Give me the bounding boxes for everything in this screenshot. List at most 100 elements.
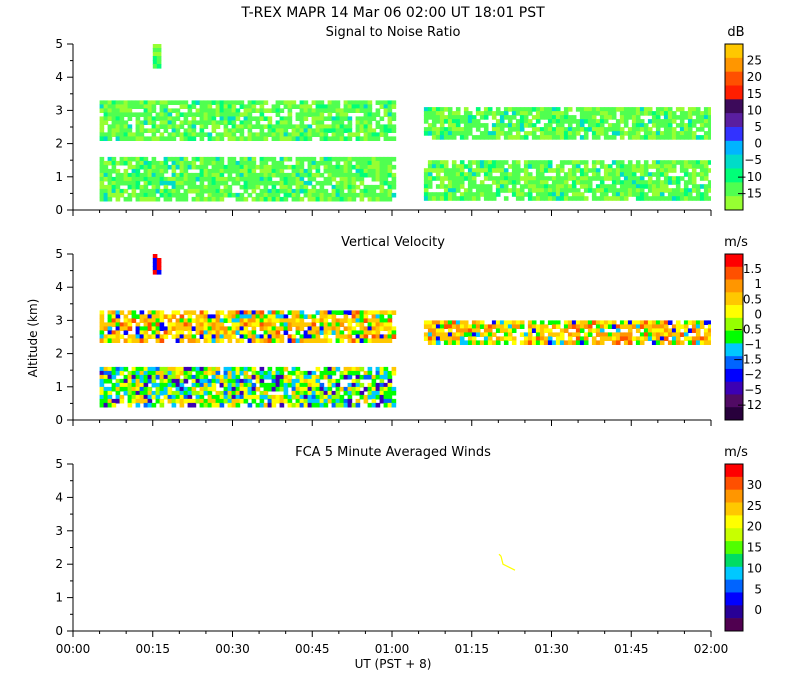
heatmap-cell — [707, 135, 711, 140]
heatmap-cell — [547, 135, 553, 140]
heatmap-cell — [695, 111, 701, 116]
heatmap-cell — [575, 168, 581, 173]
heatmap-cell — [211, 188, 217, 194]
heatmap-cell — [163, 124, 169, 129]
heatmap-cell — [231, 120, 237, 125]
heatmap-cell — [135, 374, 141, 380]
heatmap-cell — [299, 136, 305, 141]
heatmap-cell — [215, 104, 221, 109]
heatmap-cell — [215, 156, 221, 162]
heatmap-cell — [135, 164, 141, 170]
heatmap-cell — [203, 156, 209, 162]
heatmap-cell — [551, 196, 557, 201]
heatmap-cell — [691, 123, 697, 128]
heatmap-cell — [123, 386, 129, 392]
heatmap-cell — [619, 180, 625, 185]
heatmap-cell — [139, 314, 145, 319]
heatmap-cell — [199, 334, 205, 339]
heatmap-cell — [139, 104, 145, 109]
heatmap-cell — [655, 184, 661, 189]
heatmap-cell — [487, 336, 493, 341]
heatmap-cell — [487, 332, 493, 337]
heatmap-cell — [691, 184, 697, 189]
heatmap-cell — [155, 326, 161, 331]
heatmap-cell — [243, 322, 249, 327]
heatmap-cell — [587, 184, 593, 189]
heatmap-cell — [331, 398, 337, 404]
heatmap-cell — [351, 184, 357, 190]
heatmap-cell — [595, 160, 601, 165]
heatmap-cell — [211, 108, 217, 113]
panel-title-velocity: Vertical Velocity — [341, 235, 445, 250]
heatmap-cell — [643, 172, 649, 177]
heatmap-cell — [475, 160, 481, 165]
heatmap-cell — [179, 160, 185, 166]
heatmap-cell — [475, 340, 481, 345]
heatmap-cell — [295, 164, 301, 170]
heatmap-cell — [651, 188, 657, 193]
colorbar-unit-snr: dB — [727, 25, 744, 40]
heatmap-cell — [631, 111, 637, 116]
heatmap-cell — [255, 318, 261, 323]
heatmap-cell — [147, 180, 153, 186]
colorbar-swatch — [725, 140, 743, 155]
heatmap-cell — [707, 107, 711, 112]
heatmap-cell — [159, 334, 165, 339]
heatmap-cell — [159, 188, 165, 194]
heatmap-cell — [343, 366, 349, 372]
heatmap-cell — [275, 128, 281, 133]
heatmap-cell — [595, 168, 601, 173]
heatmap-cell — [195, 390, 201, 396]
heatmap-cell — [207, 100, 213, 105]
heatmap-cell — [255, 402, 261, 408]
heatmap-cell — [499, 172, 505, 177]
heatmap-cell — [227, 334, 233, 339]
colorbar-swatch — [725, 154, 743, 169]
heatmap-cell — [319, 120, 325, 125]
heatmap-cell — [315, 394, 321, 400]
heatmap-cell — [387, 322, 393, 327]
heatmap-cell — [495, 135, 501, 140]
heatmap-cell — [331, 108, 337, 113]
heatmap-cell — [127, 104, 133, 109]
heatmap-cell — [347, 192, 353, 198]
heatmap-cell — [115, 136, 121, 141]
heatmap-cell — [703, 332, 709, 337]
heatmap-cell — [527, 188, 533, 193]
heatmap-cell — [235, 180, 241, 186]
heatmap-cell — [331, 136, 337, 141]
heatmap-cell — [691, 107, 697, 112]
heatmap-cell — [291, 176, 297, 182]
heatmap-cell — [559, 176, 565, 181]
heatmap-cell — [455, 131, 461, 136]
colorbar-swatch — [725, 515, 743, 529]
heatmap-cell — [515, 176, 521, 181]
heatmap-cell — [203, 322, 209, 327]
heatmap-cell — [383, 124, 389, 129]
heatmap-cell — [423, 107, 429, 112]
heatmap-cell — [435, 192, 441, 197]
heatmap-cell — [439, 336, 445, 341]
heatmap-cell — [359, 322, 365, 327]
heatmap-cell — [647, 196, 653, 201]
heatmap-cell — [167, 326, 173, 331]
heatmap-cell — [287, 108, 293, 113]
heatmap-cell — [223, 382, 229, 388]
heatmap-cell — [579, 196, 585, 201]
heatmap-cell — [583, 168, 589, 173]
heatmap-cell — [363, 108, 369, 113]
heatmap-cell — [135, 136, 141, 141]
heatmap-cell — [319, 196, 325, 202]
heatmap-cell — [367, 318, 373, 323]
heatmap-cell — [219, 374, 225, 380]
heatmap-cell — [119, 116, 125, 121]
heatmap-cell — [127, 402, 133, 408]
heatmap-cell — [523, 176, 529, 181]
heatmap-cell — [143, 196, 149, 202]
heatmap-cell — [251, 116, 257, 121]
heatmap-cell — [187, 124, 193, 129]
heatmap-cell — [703, 320, 709, 325]
heatmap-cell — [255, 108, 261, 113]
heatmap-cell — [219, 176, 225, 182]
heatmap-cell — [591, 115, 597, 120]
